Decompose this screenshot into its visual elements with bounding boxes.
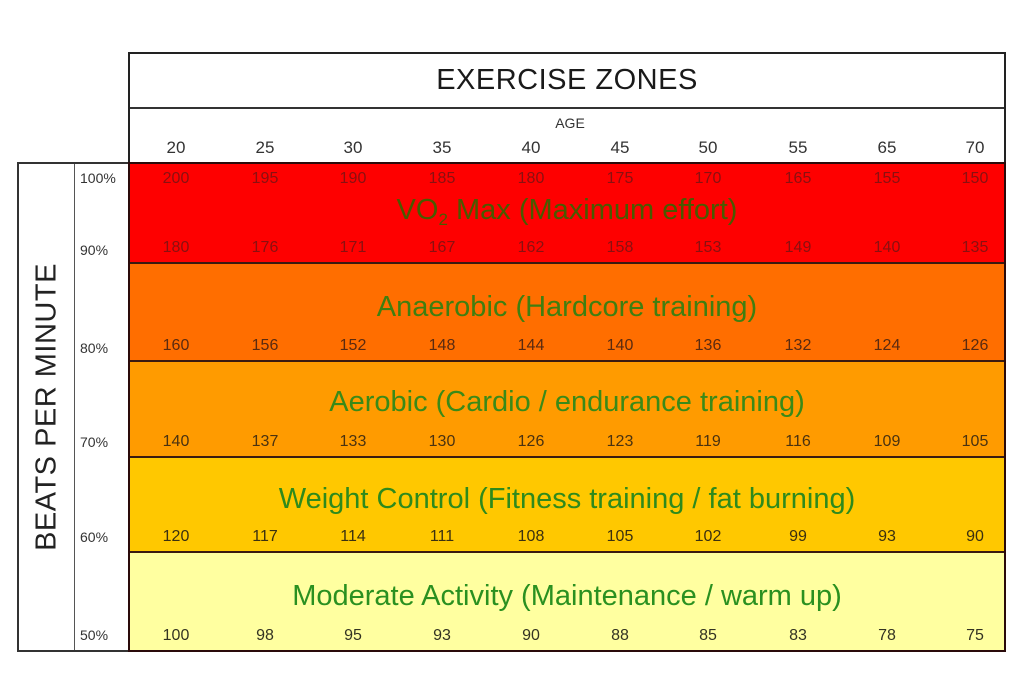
bpm-value: 78 xyxy=(878,627,896,644)
bpm-value: 144 xyxy=(517,337,545,354)
zone-label-rest: Max (Maximum effort) xyxy=(447,194,738,226)
bpm-value: 90 xyxy=(522,627,540,644)
bpm-axis-label: BEATS PER MINUTE xyxy=(30,263,62,551)
bpm-value: 149 xyxy=(784,239,812,256)
bpm-value: 105 xyxy=(961,433,989,450)
age-axis-label: AGE xyxy=(555,115,585,131)
percent-label: 100% xyxy=(80,170,116,186)
bpm-value: 105 xyxy=(606,528,634,545)
percent-label: 70% xyxy=(80,434,109,450)
bpm-value: 126 xyxy=(961,337,989,354)
bpm-value: 140 xyxy=(606,337,634,354)
zone-label-subscript: 2 xyxy=(438,210,448,229)
zone-band: Weight Control (Fitness training / fat b… xyxy=(130,458,1004,553)
zone-label: VO2 Max (Maximum effort) xyxy=(130,194,1004,230)
bpm-value: 119 xyxy=(695,433,721,450)
zone-band: VO2 Max (Maximum effort) 200 195 190 185 180 1… xyxy=(130,164,1004,264)
bpm-value: 171 xyxy=(339,239,367,256)
bpm-value: 158 xyxy=(606,239,634,256)
bpm-value: 137 xyxy=(251,433,279,450)
age-tick: 40 xyxy=(521,138,541,157)
age-tick: 20 xyxy=(166,138,186,157)
bpm-value: 176 xyxy=(251,239,279,256)
zone-band: Aerobic (Cardio / endurance training) 140… xyxy=(130,362,1004,458)
bpm-value: 152 xyxy=(339,337,367,354)
bpm-value: 98 xyxy=(256,627,274,644)
zones-grid: VO2 Max (Maximum effort) 200 195 190 185 180 1… xyxy=(128,162,1006,652)
bpm-value: 93 xyxy=(878,528,896,545)
bpm-value: 140 xyxy=(873,239,901,256)
bpm-value: 135 xyxy=(961,239,989,256)
bpm-value: 75 xyxy=(966,627,984,644)
bpm-value: 88 xyxy=(611,627,629,644)
bpm-value: 126 xyxy=(517,433,545,450)
zone-label: Aerobic (Cardio / endurance training) xyxy=(329,386,805,418)
bpm-value: 99 xyxy=(789,528,807,545)
bpm-value: 83 xyxy=(789,627,807,644)
bpm-value: 190 xyxy=(339,170,367,187)
bpm-value: 165 xyxy=(784,170,812,187)
zone-label-main: VO xyxy=(396,194,439,226)
chart-title: EXERCISE ZONES xyxy=(128,52,1006,109)
bpm-value: 124 xyxy=(873,337,901,354)
bpm-value: 200 xyxy=(162,170,190,187)
bpm-value: 108 xyxy=(517,528,545,545)
bpm-value: 195 xyxy=(251,170,279,187)
age-tick: 50 xyxy=(698,138,718,157)
bpm-value: 95 xyxy=(344,627,362,644)
bpm-value: 160 xyxy=(162,337,190,354)
bpm-value: 185 xyxy=(428,170,456,187)
bpm-value: 155 xyxy=(873,170,901,187)
age-tick: 70 xyxy=(965,138,985,157)
percent-column: 100% 90% 80% 70% 60% 50% xyxy=(74,162,128,652)
bpm-axis-box: BEATS PER MINUTE xyxy=(17,162,75,652)
bpm-value: 167 xyxy=(428,239,456,256)
age-header-row: AGE 20 25 30 35 40 45 50 55 65 70 xyxy=(128,107,1006,162)
bpm-value: 120 xyxy=(162,528,190,545)
bpm-value: 140 xyxy=(162,433,190,450)
bpm-value: 180 xyxy=(517,170,545,187)
age-tick: 45 xyxy=(610,138,630,157)
percent-label: 90% xyxy=(80,242,109,258)
age-tick: 55 xyxy=(788,138,808,157)
bpm-value: 100 xyxy=(162,627,190,644)
bpm-value: 180 xyxy=(162,239,190,256)
zone-band: Moderate Activity (Maintenance / warm up… xyxy=(130,553,1004,650)
bpm-value: 136 xyxy=(694,337,722,354)
bpm-value: 156 xyxy=(251,337,279,354)
zone-label: Weight Control (Fitness training / fat b… xyxy=(278,483,856,515)
age-tick: 25 xyxy=(255,138,275,157)
bpm-value: 93 xyxy=(433,627,451,644)
age-tick: 65 xyxy=(877,138,897,157)
bpm-value: 132 xyxy=(784,337,812,354)
bpm-value: 175 xyxy=(606,170,634,187)
bpm-value: 102 xyxy=(694,528,722,545)
zone-label: Anaerobic (Hardcore training) xyxy=(376,291,758,323)
bpm-value: 150 xyxy=(961,170,989,187)
bpm-value: 170 xyxy=(694,170,722,187)
age-tick: 35 xyxy=(432,138,452,157)
age-tick: 30 xyxy=(343,138,363,157)
bpm-value: 116 xyxy=(785,433,811,450)
zone-label: Moderate Activity (Maintenance / warm up… xyxy=(292,580,842,612)
bpm-value: 130 xyxy=(428,433,456,450)
bpm-value: 90 xyxy=(966,528,984,545)
bpm-value: 133 xyxy=(339,433,367,450)
bpm-value: 111 xyxy=(429,528,455,545)
bpm-value: 114 xyxy=(340,528,366,545)
bpm-value: 148 xyxy=(428,337,456,354)
bpm-value: 117 xyxy=(252,528,278,545)
bpm-value: 123 xyxy=(606,433,634,450)
bpm-value: 109 xyxy=(873,433,901,450)
percent-label: 80% xyxy=(80,340,109,356)
zone-band: Anaerobic (Hardcore training) 160 156 152 14… xyxy=(130,264,1004,362)
bpm-value: 153 xyxy=(694,239,722,256)
bpm-value: 162 xyxy=(517,239,545,256)
percent-label: 50% xyxy=(80,627,109,643)
bpm-value: 85 xyxy=(699,627,717,644)
percent-label: 60% xyxy=(80,529,109,545)
